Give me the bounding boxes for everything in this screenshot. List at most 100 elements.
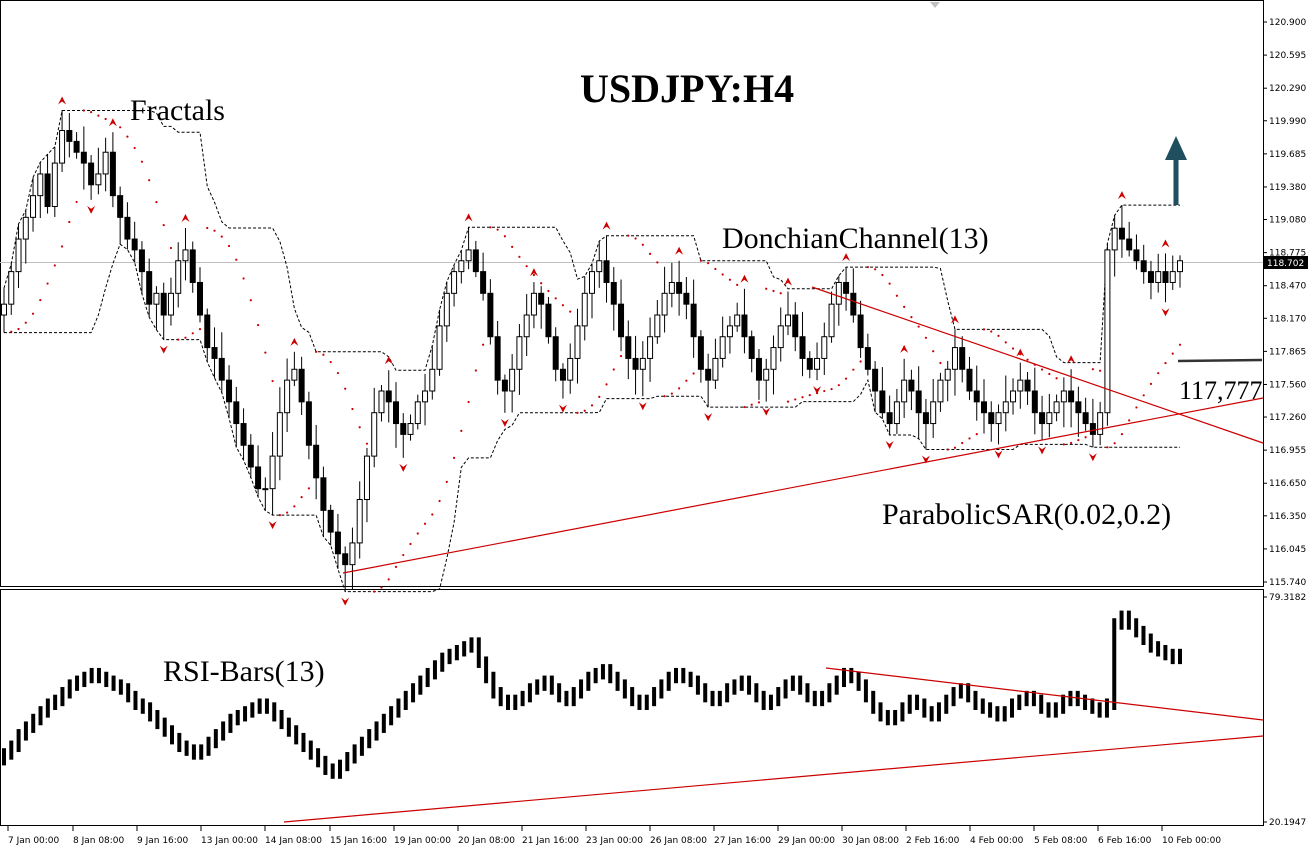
sar-dot: [583, 409, 586, 412]
sar-dot: [90, 110, 93, 114]
bull-candle: [1111, 227, 1118, 251]
sar-dot: [1120, 433, 1124, 436]
fractal-down-icon: [762, 407, 771, 416]
bull-candle: [451, 271, 458, 294]
sar-dot: [336, 371, 340, 375]
bull-candle: [654, 314, 661, 338]
sar-dot: [627, 234, 630, 237]
bear-candle: [138, 249, 145, 273]
bear-candle: [981, 401, 987, 414]
bear-candle: [806, 357, 813, 370]
sar-dot: [162, 223, 165, 227]
sar-dot: [968, 437, 971, 440]
sar-dot: [1099, 369, 1102, 372]
sar-dot: [728, 278, 732, 281]
bear-candle: [197, 281, 203, 316]
fractal-up-icon: [384, 356, 393, 365]
sar-dot: [60, 245, 64, 248]
bull-candle: [763, 368, 770, 381]
sar-dot: [496, 228, 499, 231]
fractal-down-icon: [341, 597, 350, 606]
bear-candle: [973, 390, 980, 403]
price-tick-label: 116.955: [1269, 446, 1306, 456]
bear-candle: [879, 390, 886, 414]
bear-candle: [327, 509, 334, 533]
bull-candle: [59, 130, 66, 164]
bull-candle: [1097, 412, 1104, 435]
fractal-up-icon: [1067, 355, 1076, 364]
sar-dot: [830, 387, 833, 391]
sar-dot: [220, 235, 223, 238]
bear-candle: [697, 336, 704, 370]
current-price-label: 118.702: [1267, 259, 1304, 269]
sar-dot: [198, 327, 202, 331]
bear-candle: [1031, 390, 1038, 414]
rsi-tick-label: 79.3182: [1269, 593, 1306, 603]
bull-candle: [436, 325, 443, 370]
sar-dot: [438, 499, 441, 503]
rsi-bar-series: [2, 610, 1182, 779]
fractal-up-icon: [464, 213, 473, 222]
bull-candle: [668, 281, 675, 294]
bear-candle: [683, 292, 690, 305]
bull-candle: [276, 412, 283, 457]
sar-dot: [1171, 352, 1174, 355]
fractal-up-icon: [181, 214, 190, 223]
time-tick-label: 26 Jan 08:00: [650, 836, 707, 846]
bull-candle: [901, 379, 908, 403]
bull-candle: [734, 314, 741, 327]
sar-dot: [358, 426, 361, 429]
time-tick-label: 10 Feb 00:00: [1162, 836, 1221, 846]
sar-dot: [1026, 358, 1029, 361]
sar-dot: [1091, 368, 1094, 371]
sar-dot: [903, 305, 906, 308]
fractal-down-icon: [994, 450, 1003, 459]
price-tick-label: 117.865: [1269, 347, 1306, 357]
fractal-up-icon: [950, 315, 959, 324]
bear-candle: [334, 531, 341, 555]
sar-dot: [307, 487, 310, 490]
sar-dot: [1048, 372, 1051, 376]
bull-candle: [951, 347, 958, 370]
sar-dot: [765, 287, 768, 290]
sar-dot: [416, 532, 419, 535]
bull-candle: [22, 216, 29, 240]
donchian-lower: [4, 243, 1180, 593]
bear-candle: [146, 271, 153, 305]
sar-dot: [467, 400, 470, 404]
sar-dot: [126, 135, 129, 138]
fractal-down-icon: [1088, 453, 1097, 462]
sar-dot: [648, 252, 652, 255]
sar-dot: [612, 368, 615, 371]
bull-candle: [37, 173, 44, 197]
bull-candle: [719, 336, 726, 359]
price-tick-label: 118.170: [1269, 314, 1306, 324]
bull-candle: [51, 162, 58, 207]
sar-dot: [990, 330, 993, 333]
bear-candle: [545, 303, 552, 338]
time-tick-label: 8 Jan 08:00: [73, 836, 125, 846]
fractal-up-icon: [784, 277, 792, 286]
fractals-label: Fractals: [130, 94, 225, 127]
sar-dot: [452, 456, 456, 459]
sar-dot: [169, 246, 173, 250]
price-tick-label: 115.740: [1269, 578, 1306, 588]
bear-candle: [247, 444, 254, 468]
bear-candle: [610, 281, 617, 305]
sar-dot: [707, 262, 710, 265]
bear-candle: [1118, 227, 1125, 240]
sar-dot: [82, 109, 85, 112]
bear-candle: [908, 379, 915, 392]
sar-dot: [249, 299, 252, 302]
bear-candle: [1140, 260, 1147, 273]
fractal-down-icon: [159, 345, 168, 354]
price-tick-label: 117.560: [1269, 380, 1306, 390]
fractal-up-icon: [1016, 348, 1025, 357]
bull-candle: [589, 271, 595, 294]
bull-candle: [1104, 249, 1111, 414]
sar-dot: [801, 396, 804, 399]
bear-candle: [792, 314, 799, 338]
bull-candle: [1169, 271, 1176, 283]
price-tick-label: 119.080: [1269, 216, 1306, 226]
